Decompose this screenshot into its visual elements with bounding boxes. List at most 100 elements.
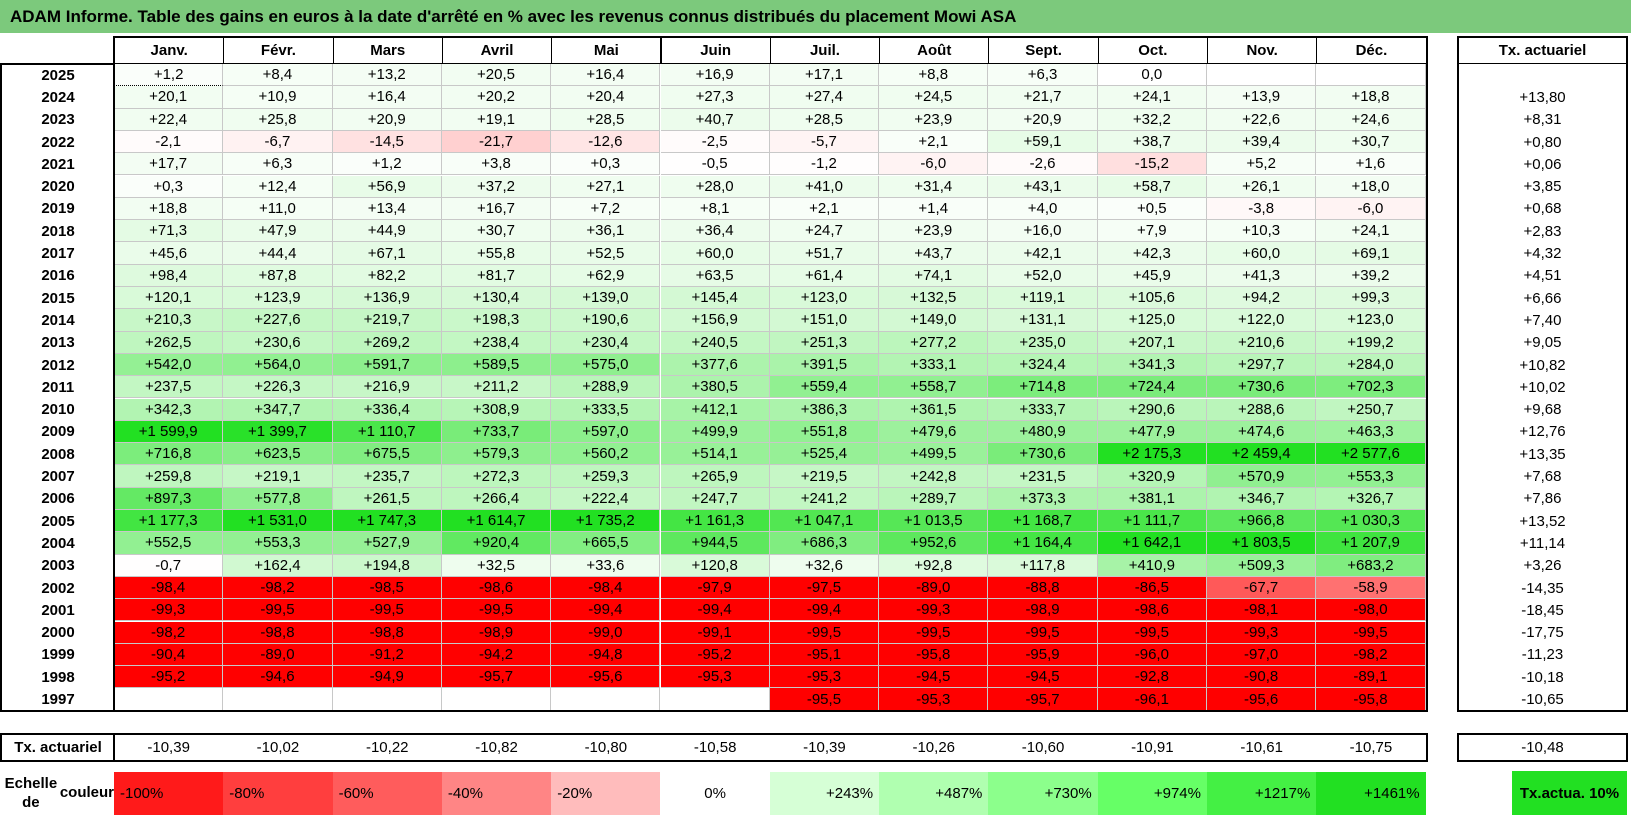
- table-cell: +575,0: [551, 353, 661, 377]
- legend-swatch-label: +1217%: [1254, 785, 1311, 802]
- table-cell: +52,0: [988, 264, 1098, 287]
- table-cell: +51,7: [769, 242, 880, 265]
- table-cell: +1,2: [332, 153, 442, 176]
- table-cell: +480,9: [988, 420, 1098, 444]
- table-cell: +5,2: [1207, 153, 1317, 176]
- table-cell: +251,3: [769, 331, 880, 354]
- table-cell: -95,9: [988, 643, 1098, 667]
- table-cell: -95,6: [551, 666, 661, 689]
- actuarial-header: Tx. actuariel: [1457, 36, 1628, 64]
- actuarial-cell: -10,65: [1521, 691, 1564, 709]
- table-cell: -98,9: [441, 621, 552, 644]
- table-cell: +240,5: [660, 331, 770, 354]
- table-cell: +120,1: [114, 287, 224, 310]
- table-cell: +12,4: [223, 175, 333, 198]
- table-cell: +553,3: [223, 532, 333, 555]
- legend-label-line2: couleur: [59, 784, 114, 801]
- table-cell: -95,8: [1316, 688, 1426, 711]
- table-cell: -95,2: [114, 666, 224, 689]
- year-label: 2017: [41, 245, 75, 263]
- actuarial-cell: +0,68: [1523, 200, 1562, 218]
- actuarial-cell: -11,23: [1521, 646, 1564, 664]
- table-cell: [660, 688, 770, 711]
- actuarial-cell: +7,86: [1523, 490, 1562, 508]
- table-cell: +235,7: [332, 465, 442, 488]
- footer-cell: -10,02: [256, 739, 300, 756]
- table-cell: +377,6: [660, 353, 770, 377]
- table-cell: +23,9: [879, 108, 989, 131]
- year-label: 1998: [41, 668, 75, 686]
- table-cell: +284,0: [1316, 353, 1426, 377]
- table-cell: +20,2: [441, 86, 552, 109]
- actuarial-cell: -14,35: [1521, 579, 1564, 597]
- year-label: 2012: [41, 356, 75, 374]
- table-cell: +98,4: [114, 264, 224, 287]
- table-cell: +341,3: [1097, 353, 1207, 377]
- table-cell: +227,6: [223, 309, 333, 332]
- table-cell: +194,8: [332, 554, 442, 577]
- column-header: Déc.: [1316, 36, 1427, 64]
- year-label: 2013: [41, 334, 75, 352]
- table-cell: +591,7: [332, 353, 442, 377]
- legend-swatch-label: -100%: [120, 785, 164, 802]
- actuarial-cell: +7,68: [1523, 468, 1562, 486]
- table-cell: -98,1: [1207, 599, 1317, 622]
- table-cell: +1 803,5: [1207, 532, 1317, 555]
- table-cell: +30,7: [1316, 130, 1426, 154]
- table-cell: +31,4: [879, 175, 989, 198]
- table-cell: +559,4: [769, 376, 880, 399]
- year-label: 2011: [41, 378, 75, 396]
- table-cell: -98,0: [1316, 599, 1426, 622]
- table-cell: +897,3: [114, 487, 224, 510]
- table-cell: +219,7: [332, 309, 442, 332]
- table-cell: +0,3: [551, 153, 661, 176]
- table-cell: -95,7: [988, 688, 1098, 711]
- table-cell: -98,6: [1097, 599, 1207, 622]
- table-cell: -99,5: [879, 621, 989, 644]
- year-label: 2004: [41, 534, 75, 552]
- table-cell: +18,8: [1316, 86, 1426, 109]
- table-cell: +132,5: [879, 287, 989, 310]
- table-cell: +333,1: [879, 353, 989, 377]
- table-cell: +346,7: [1207, 487, 1317, 510]
- table-cell: +262,5: [114, 331, 224, 354]
- table-cell: +380,5: [660, 376, 770, 399]
- table-cell: +207,1: [1097, 331, 1207, 354]
- table-cell: +16,4: [332, 86, 442, 109]
- year-label: 2025: [41, 66, 75, 84]
- table-cell: +733,7: [441, 420, 552, 444]
- table-cell: +230,6: [223, 331, 333, 354]
- actuarial-cell: +3,26: [1523, 557, 1562, 575]
- table-cell: -97,0: [1207, 643, 1317, 667]
- table-cell: +20,1: [114, 86, 224, 109]
- footer-cell: -10,22: [365, 739, 409, 756]
- legend-swatch: +730%: [988, 772, 1098, 815]
- table-cell: +730,6: [988, 443, 1098, 466]
- table-cell: +1 177,3: [114, 510, 224, 533]
- year-label: 2001: [41, 601, 75, 619]
- table-cell: -95,8: [879, 643, 989, 667]
- table-cell: +553,3: [1316, 465, 1426, 488]
- table-cell: +499,9: [660, 420, 770, 444]
- table-cell: -96,1: [1097, 688, 1207, 711]
- table-cell: +17,7: [114, 153, 224, 176]
- table-cell: -95,3: [769, 666, 880, 689]
- table-cell: +259,8: [114, 465, 224, 488]
- legend-swatch-label: 0%: [704, 785, 726, 802]
- table-cell: +0,5: [1097, 197, 1207, 221]
- table-cell: +564,0: [223, 353, 333, 377]
- table-cell: +32,2: [1097, 108, 1207, 131]
- table-cell: +266,4: [441, 487, 552, 510]
- actuarial-cell: +4,32: [1523, 245, 1562, 263]
- table-cell: +1 164,4: [988, 532, 1098, 555]
- table-cell: +6,3: [988, 64, 1098, 87]
- column-header: Avril: [441, 36, 553, 64]
- table-cell: +92,8: [879, 554, 989, 577]
- table-cell: +391,5: [769, 353, 880, 377]
- table-cell: -99,5: [1316, 621, 1426, 644]
- table-cell: -91,2: [332, 643, 442, 667]
- table-cell: +45,6: [114, 242, 224, 265]
- table-cell: +40,7: [660, 108, 770, 131]
- table-cell: +1 161,3: [660, 510, 770, 533]
- column-header: Nov.: [1207, 36, 1318, 64]
